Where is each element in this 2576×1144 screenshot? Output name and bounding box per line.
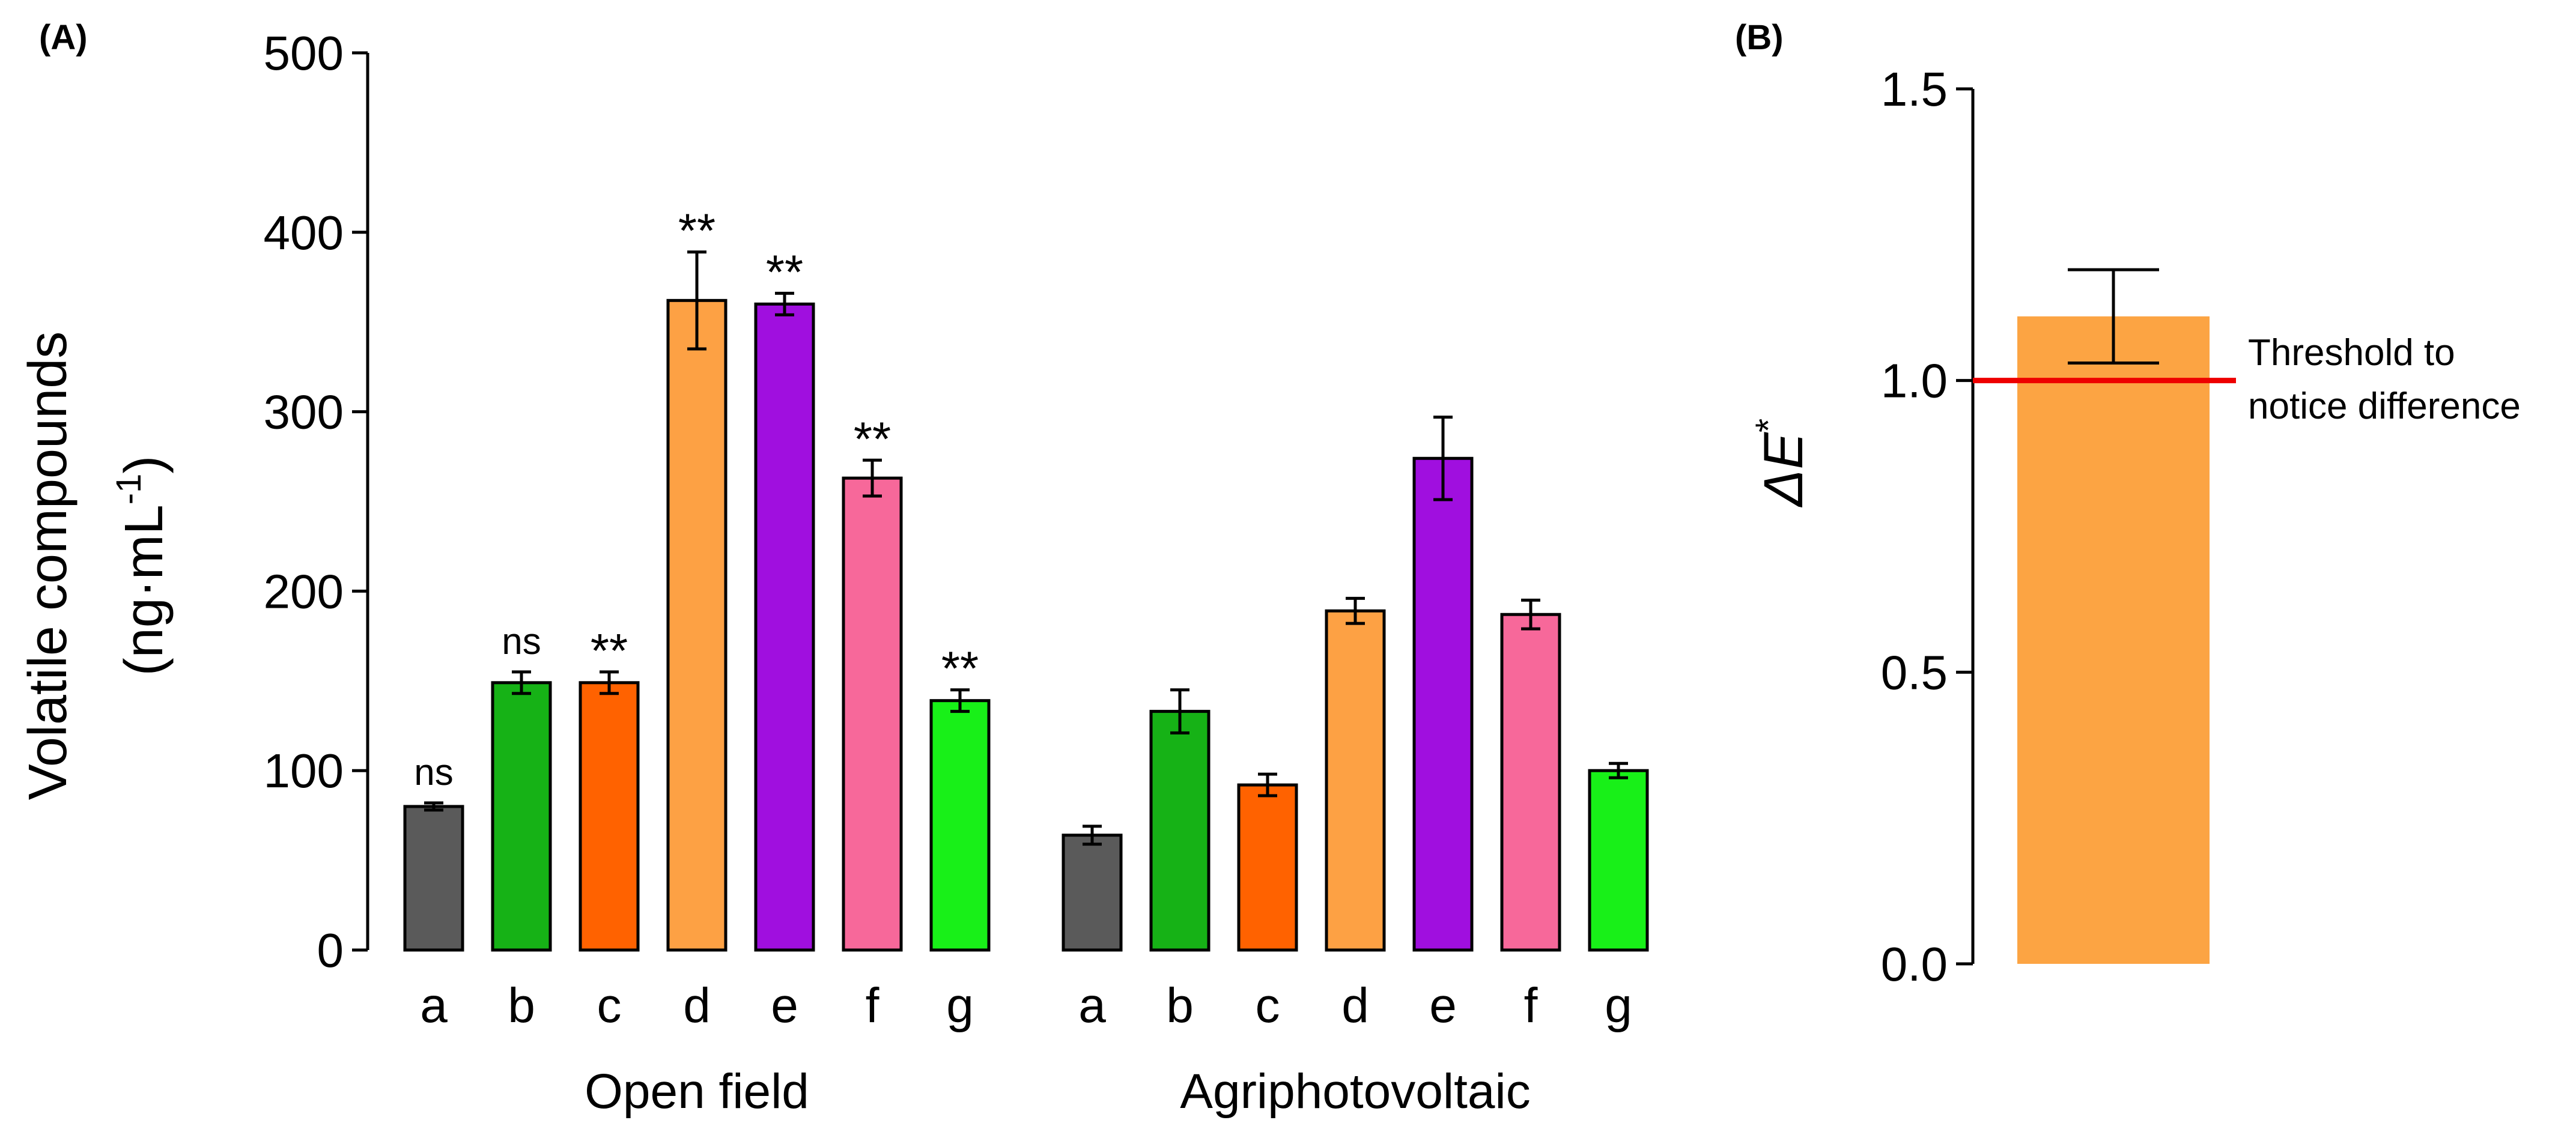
panel-a-y-ticks: 0 100 200 300 400 500 [264,26,368,977]
panel-a-bars [403,298,1649,952]
x-tick-label: d [683,978,711,1033]
x-tick-label: g [1605,978,1632,1033]
x-tick-label: c [597,978,622,1033]
panel-b-threshold-label: Threshold to notice difference [2248,332,2521,427]
y-tick-label: 1.0 [1881,354,1948,408]
significance-label: ** [854,412,891,465]
bar [1412,456,1474,952]
threshold-label-line1: Threshold to [2248,332,2455,374]
bar [491,681,552,952]
panel-b-y-axis-title: ΔE* [1748,419,1814,507]
bar [2017,316,2210,964]
panel-b-error-bars [2068,268,2159,365]
significance-label: ** [766,245,803,298]
y-tick-label: 200 [264,564,344,618]
x-tick-label: e [771,978,798,1033]
significance-label: ns [502,621,541,662]
x-tick-label: f [1524,978,1538,1033]
bar [1149,710,1211,952]
y-tick-label: 100 [264,744,344,797]
group-label: Agriphotovoltaic [1180,1064,1530,1119]
x-tick-label: g [946,978,974,1033]
panel-b-label: (B) [1735,18,1784,57]
bar [1500,613,1561,952]
y-tick-label: 0.0 [1881,937,1948,991]
threshold-label-line2: notice difference [2248,386,2521,427]
y-tick-label: 500 [264,26,344,80]
y-tick-label: 400 [264,206,344,259]
panel-a-y-axis-title: Volatile compounds (ng·mL-1) [18,331,174,800]
panel-a-chart: (A) 0 100 200 300 400 500 ns ns ** ** ** ** ** a b c d… [18,18,1649,1119]
x-tick-label: a [420,978,448,1033]
significance-label: ns [414,752,453,793]
y-tick-label: 1.5 [1881,62,1948,116]
group-label: Open field [585,1064,809,1119]
x-tick-label: f [866,978,879,1033]
panel-b-bars [2017,316,2210,964]
x-tick-label: b [1166,978,1194,1033]
panel-a-error-bars [424,250,1628,846]
bar [1325,609,1386,952]
significance-label: ** [591,624,628,677]
x-tick-label: d [1341,978,1369,1033]
bar [579,681,640,952]
bar [403,805,464,952]
x-tick-label: a [1078,978,1106,1033]
bar [929,699,991,952]
y-tick-label: 0 [317,924,344,977]
y-axis-title-line2: (ng·mL-1) [109,456,174,676]
significance-label: ** [678,204,715,258]
bar [1237,783,1298,952]
bar [1588,769,1649,952]
x-tick-label: e [1429,978,1457,1033]
bar [842,476,903,952]
y-tick-label: 300 [264,386,344,439]
bar [666,298,728,952]
panel-b-y-ticks: 0.0 0.5 1.0 1.5 [1881,62,1973,991]
significance-label: ** [941,642,979,695]
panel-a-label: (A) [39,18,88,57]
panel-a-group-labels: Open field Agriphotovoltaic [585,1064,1531,1119]
bar [754,302,815,952]
y-axis-title-line1: Volatile compounds [18,331,78,800]
panel-b-chart: (B) 0.0 0.5 1.0 1.5 Threshold to notice dif… [1735,18,2521,991]
panel-a-significance-labels: ns ns ** ** ** ** ** [414,204,979,793]
x-tick-label: c [1256,978,1280,1033]
y-tick-label: 0.5 [1881,646,1948,699]
x-tick-label: b [508,978,535,1033]
bar [1062,834,1123,952]
